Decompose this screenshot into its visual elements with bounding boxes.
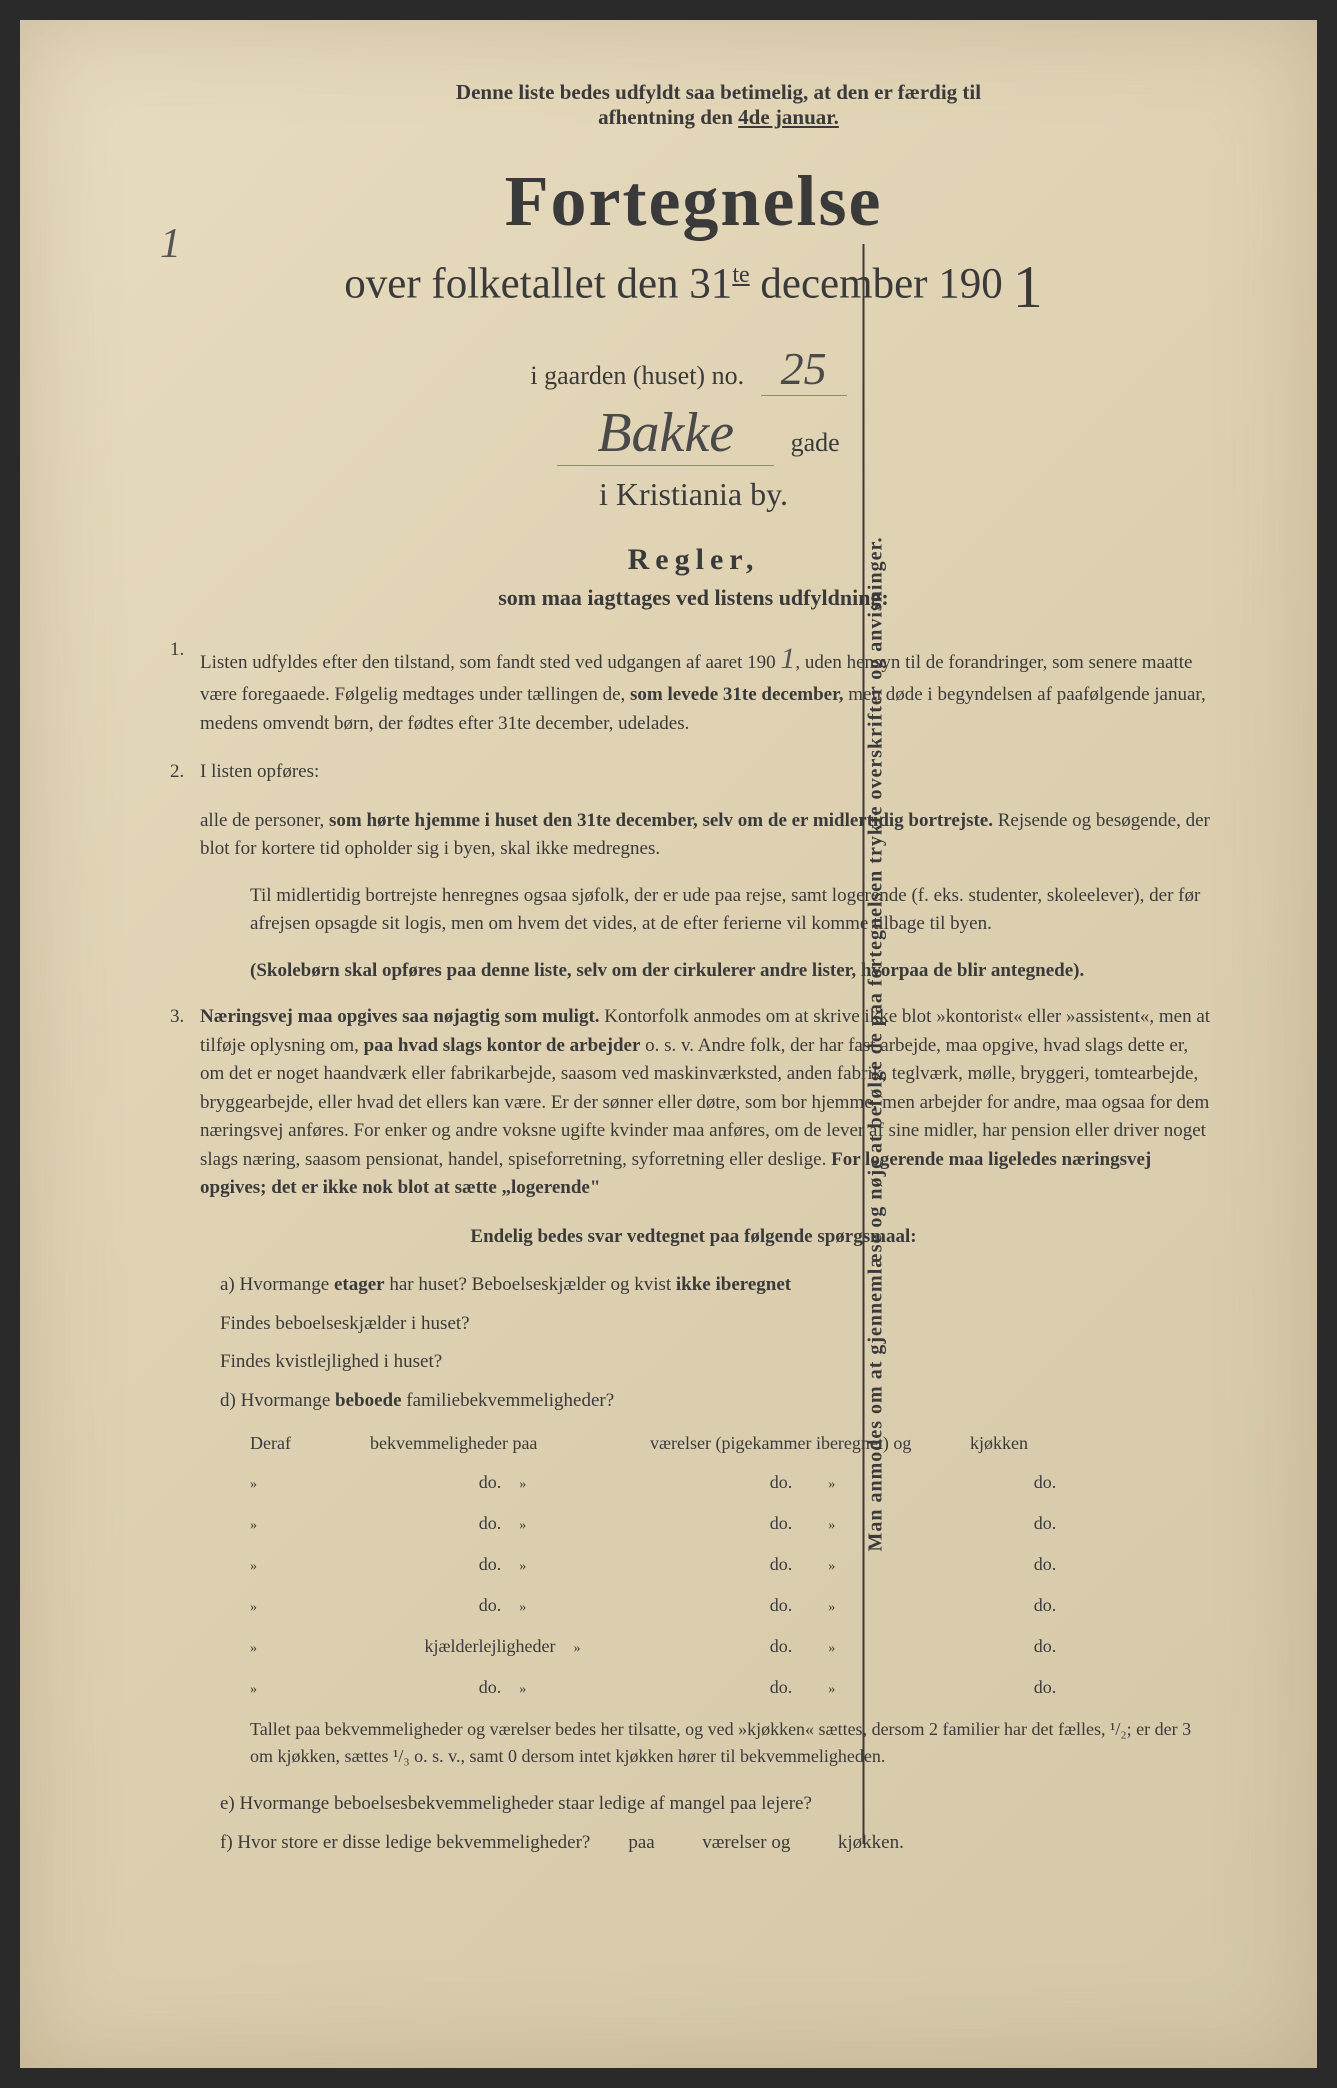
th-vaer: værelser (pigekammer iberegnet) og <box>650 1430 970 1457</box>
table-section: Deraf bekvemmeligheder paa værelser (pig… <box>250 1430 1217 1701</box>
subtitle-pre: over folketallet den 31 <box>344 260 732 307</box>
q-f-paa: paa <box>628 1832 654 1853</box>
rule-2: 2. I listen opføres: <box>170 758 1217 787</box>
q-f-text: Hvor store er disse ledige bekvemmelighe… <box>237 1832 590 1853</box>
table-row: »kjælderlejligheder »do. »do. <box>250 1633 1217 1660</box>
rule-2b-pre: alle de personer, <box>200 810 329 831</box>
rules-subtitle: som maa iagttages ved listens udfyldning… <box>170 585 1217 611</box>
gade-line: Bakke gade <box>170 401 1217 466</box>
table-row: »do. »do. »do. <box>250 1510 1217 1537</box>
question-a: a) Hvormange etager har huset? Beboelses… <box>220 1271 1217 1300</box>
table-row: »do. »do. »do. <box>250 1469 1217 1496</box>
question-c: Findes kvistlejlighed i huset? <box>220 1348 1217 1377</box>
gaard-number: 25 <box>761 342 847 396</box>
vertical-instruction: Man anmodes om at gjennemlæse og nøje at… <box>863 244 888 1844</box>
rule-3: 3. Næringsvej maa opgives saa nøjagtig s… <box>170 1003 1217 1203</box>
gade-post: gade <box>791 428 840 457</box>
top-note-line1: Denne liste bedes udfyldt saa betimelig,… <box>456 80 981 104</box>
question-e: e) Hvormange beboelsesbekvemmeligheder s… <box>220 1790 1217 1819</box>
rule-1: 1. Listen udfyldes efter den tilstand, s… <box>170 636 1217 738</box>
top-note-line2-pre: afhentning den <box>598 105 738 129</box>
rule-1-year: 1 <box>780 636 795 681</box>
table-header: Deraf bekvemmeligheder paa værelser (pig… <box>250 1430 1217 1457</box>
questions-ef: e) Hvormange beboelsesbekvemmeligheder s… <box>220 1790 1217 1857</box>
rules-title: Regler, <box>170 543 1217 577</box>
top-note: Denne liste bedes udfyldt saa betimelig,… <box>270 80 1167 130</box>
rule-1-num: 1. <box>170 636 200 738</box>
footer-note: Tallet paa bekvemmeligheder og værelser … <box>250 1716 1217 1770</box>
year-handwritten: 1 <box>1013 253 1043 322</box>
city-line: i Kristiania by. <box>170 476 1217 513</box>
rule-1-text: Listen udfyldes efter den tilstand, som … <box>200 636 1217 738</box>
rule-3-num: 3. <box>170 1003 200 1203</box>
q-f-vaer: værelser og <box>702 1832 790 1853</box>
rule-2b-bold: som hørte hjemme i huset den 31te decemb… <box>329 810 993 831</box>
q-e-text: Hvormange beboelsesbekvemmeligheder staa… <box>240 1793 812 1814</box>
table-row: »do. »do. »do. <box>250 1551 1217 1578</box>
questions-abcd: a) Hvormange etager har huset? Beboelses… <box>220 1271 1217 1415</box>
rule-3-bold-b: paa hvad slags kontor de arbejder <box>364 1035 641 1056</box>
top-note-date: 4de januar. <box>738 105 839 129</box>
q-d-post: familiebekvemmeligheder? <box>402 1390 615 1411</box>
rule-1-a: Listen udfyldes efter den tilstand, som … <box>200 652 780 673</box>
rules-section: 1. Listen udfyldes efter den tilstand, s… <box>170 636 1217 1857</box>
gaard-line: i gaarden (huset) no. 25 <box>170 342 1217 396</box>
q-d-bold: beboede <box>335 1390 402 1411</box>
rule-1-bold: som levede 31te december, <box>630 684 844 705</box>
table-row: »do. »do. »do. <box>250 1674 1217 1701</box>
q-d-pre: Hvormange <box>241 1390 335 1411</box>
subtitle-post: december 190 <box>750 260 1003 307</box>
street-name-handwritten: Bakke <box>557 401 774 466</box>
table-row: »do. »do. »do. <box>250 1592 1217 1619</box>
rule-3-text: Næringsvej maa opgives saa nøjagtig som … <box>200 1003 1217 1203</box>
rule-2-para-c: Til midlertidig bortrejste henregnes ogs… <box>250 882 1217 939</box>
question-d: d) Hvormange beboede familiebekvemmeligh… <box>220 1387 1217 1416</box>
question-f: f) Hvor store er disse ledige bekvemmeli… <box>220 1829 1217 1858</box>
rule-2-para-d: (Skolebørn skal opføres paa denne liste,… <box>250 957 1217 986</box>
rule-2-text: I listen opføres: <box>200 758 1217 787</box>
rule-3-bold-a: Næringsvej maa opgives saa nøjagtig som … <box>200 1006 600 1027</box>
main-title: Fortegnelse <box>170 160 1217 243</box>
endelig-heading: Endelig bedes svar vedtegnet paa følgend… <box>200 1223 1187 1252</box>
th-bekv: bekvemmeligheder paa <box>370 1430 650 1457</box>
gaard-pre: i gaarden (huset) no. <box>530 361 744 390</box>
th-kjok: kjøkken <box>970 1430 1120 1457</box>
th-deraf: Deraf <box>250 1430 370 1457</box>
subtitle-sup: te <box>732 262 749 288</box>
rule-2-num: 2. <box>170 758 200 787</box>
question-b: Findes beboelseskjælder i huset? <box>220 1310 1217 1339</box>
rule-2-para-b: alle de personer, som hørte hjemme i hus… <box>200 807 1217 864</box>
subtitle: over folketallet den 31te december 1901 <box>170 253 1217 322</box>
